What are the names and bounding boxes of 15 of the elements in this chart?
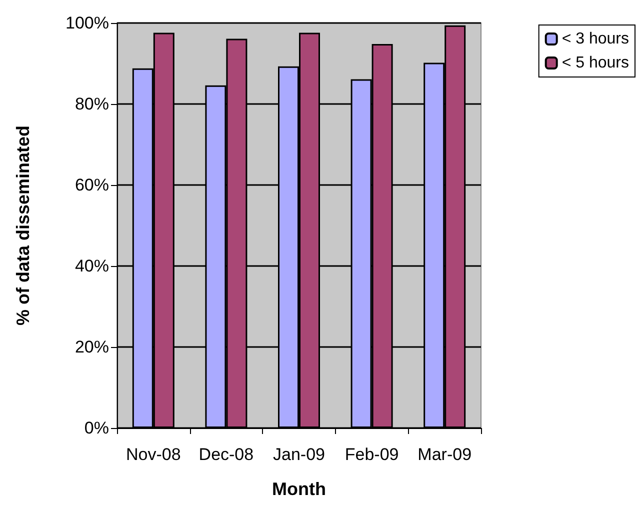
x-tick-label: Nov-08: [126, 445, 181, 464]
y-tick-label: 80%: [74, 94, 109, 114]
legend-label: < 3 hours: [562, 30, 629, 48]
legend-label: < 5 hours: [562, 54, 629, 72]
y-tick-label: 20%: [74, 338, 109, 356]
y-tick-label: 100%: [66, 14, 109, 32]
y-tick-label: 60%: [74, 176, 109, 194]
y-tick-label: 0%: [84, 418, 109, 438]
x-tick-label: Jan-09: [273, 445, 325, 464]
y-tick-label: 40%: [74, 256, 109, 276]
x-tick-label: Feb-09: [344, 445, 399, 464]
x-axis-title: Month: [272, 479, 326, 499]
y-axis-title: % of data disseminated: [13, 125, 33, 326]
x-tick-label: Dec-08: [198, 445, 254, 464]
x-tick-label: Mar-09: [418, 445, 472, 464]
